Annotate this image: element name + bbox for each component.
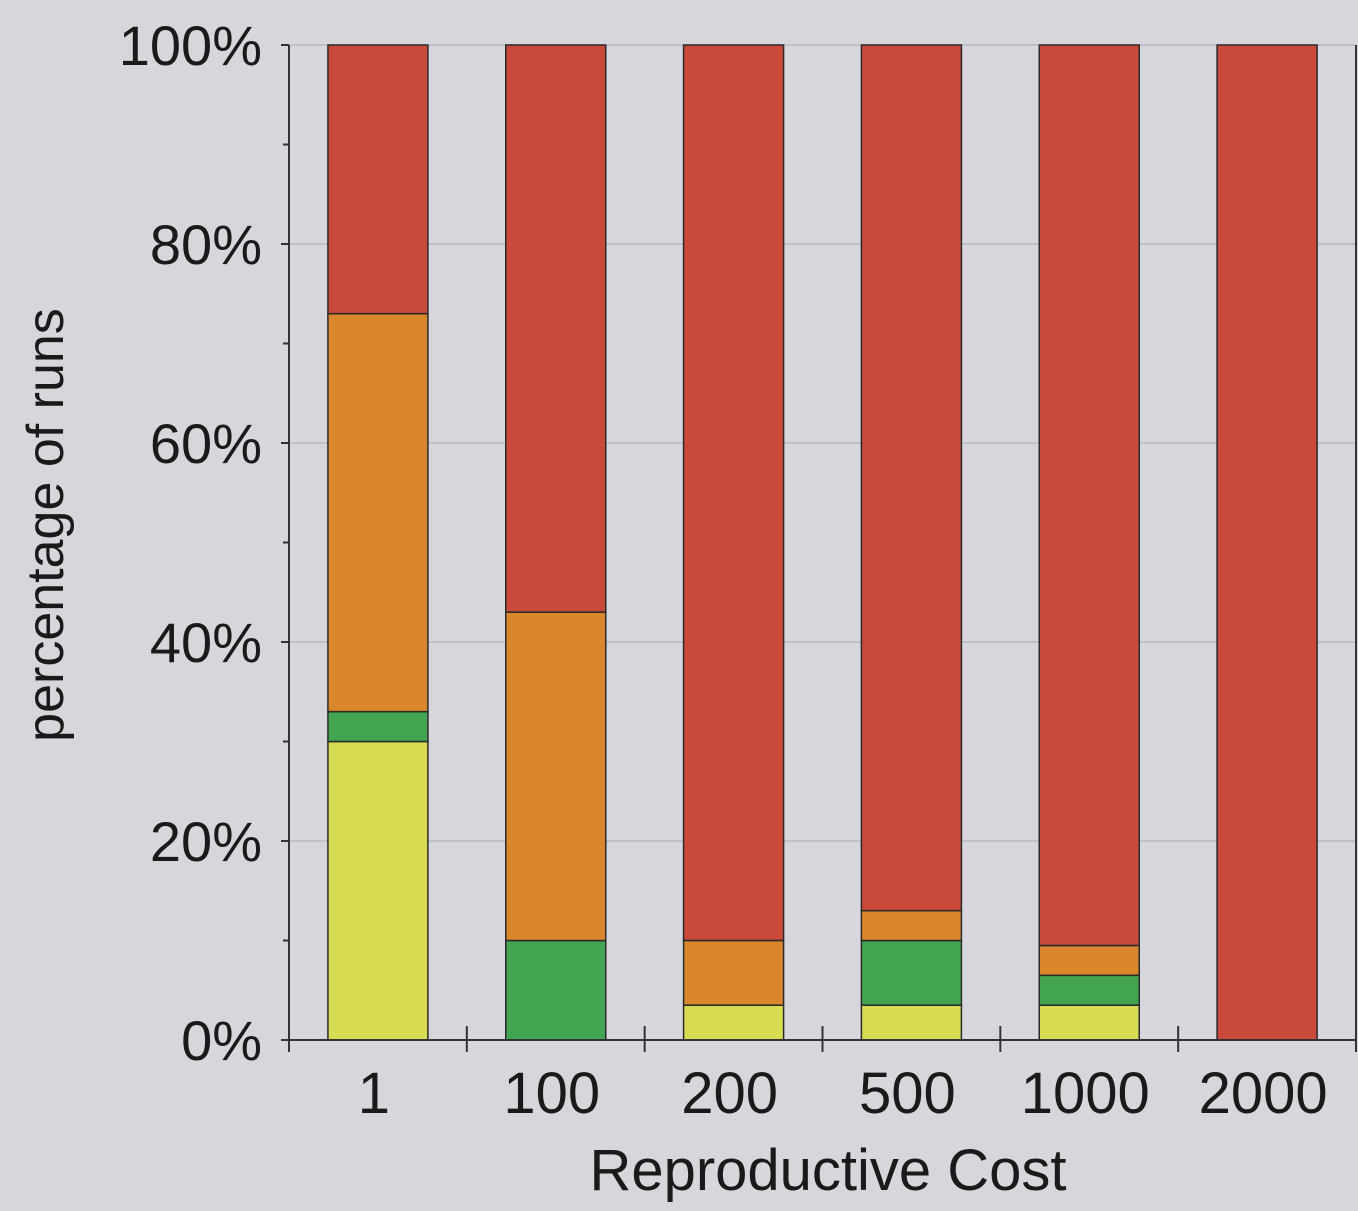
axes: [281, 44, 1357, 1052]
y-axis-label: percentage of runs: [17, 308, 75, 742]
bar-segment-1000-3: [1038, 44, 1140, 947]
y-tick-label: 80%: [150, 213, 262, 276]
bar-segment-500-2: [860, 909, 963, 942]
grid-lines: [289, 44, 1356, 842]
y-tick-label: 60%: [150, 412, 262, 475]
x-tick-label: 1000: [1021, 1061, 1150, 1126]
bar-segment-100-1: [505, 939, 607, 1041]
x-tick-label: 200: [681, 1061, 778, 1126]
x-tick-label: 500: [859, 1061, 956, 1126]
bar-segment-1-0: [327, 740, 429, 1041]
bar-segment-2000-3: [1216, 44, 1318, 1041]
bar-segment-1000-2: [1038, 944, 1140, 977]
bars: [327, 44, 1318, 1041]
bar-segment-1-2: [327, 312, 429, 713]
bar-segment-500-1: [860, 939, 963, 1006]
bar-segment-1-3: [327, 44, 429, 315]
bar-segment-1-1: [327, 710, 429, 743]
x-tick-labels: 1 100 200 500 1000 2000: [358, 1061, 1328, 1126]
bar-segment-500-0: [860, 1004, 963, 1041]
bar-segment-200-2: [682, 939, 785, 1006]
y-tick-label: 20%: [150, 810, 262, 873]
y-tick-labels: 0% 20% 40% 60% 80% 100%: [119, 14, 262, 1072]
y-tick-label: 40%: [150, 611, 262, 674]
bar-segment-1000-0: [1038, 1004, 1140, 1041]
y-tick-label: 100%: [119, 14, 262, 77]
bar-segment-1000-1: [1038, 974, 1140, 1006]
x-axis-label: Reproductive Cost: [589, 1138, 1066, 1203]
bar-segment-200-0: [682, 1004, 785, 1041]
bar-segment-500-3: [860, 44, 963, 912]
bar-segment-100-2: [505, 611, 607, 942]
x-tick-label: 100: [503, 1061, 600, 1126]
bar-segment-100-3: [505, 44, 607, 613]
bar-segment-200-3: [682, 44, 785, 942]
plot-area: [289, 45, 1356, 1040]
x-tick-label: 2000: [1199, 1061, 1328, 1126]
x-tick-label: 1: [358, 1061, 390, 1126]
y-tick-label: 0%: [181, 1009, 262, 1072]
